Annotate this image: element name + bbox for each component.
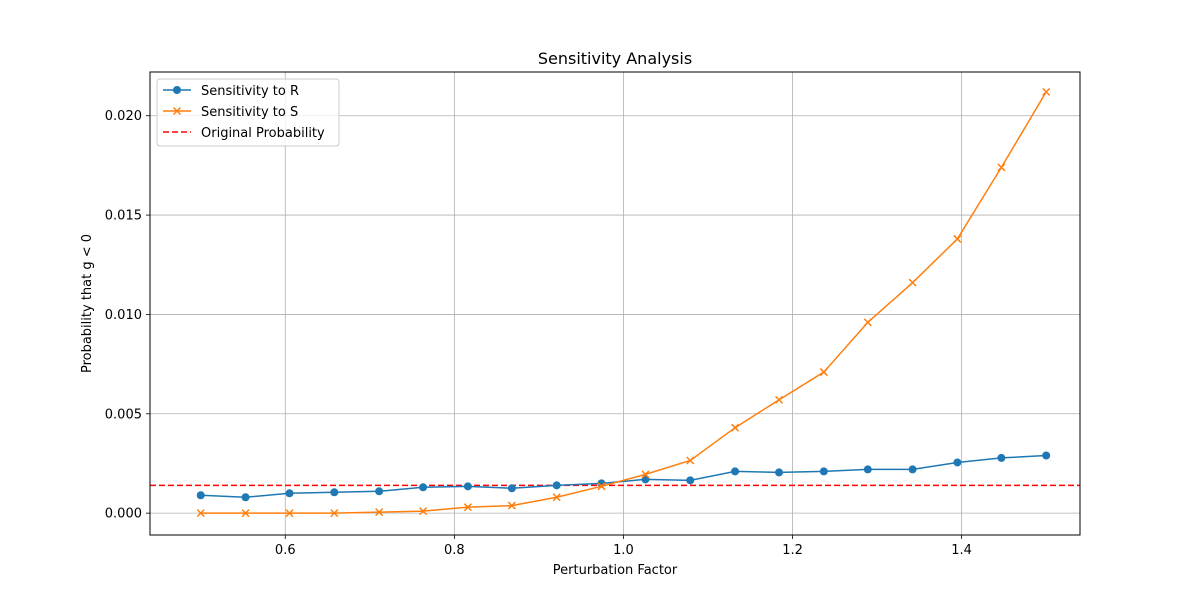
legend-label-original: Original Probability — [201, 126, 325, 141]
data-point — [330, 488, 339, 497]
legend-entry-r: Sensitivity to R — [163, 84, 299, 99]
y-tick-label: 0.020 — [105, 109, 142, 124]
y-tick-label: 0.005 — [105, 407, 142, 422]
data-point — [1042, 451, 1051, 460]
data-point — [552, 493, 561, 502]
data-point — [953, 234, 962, 243]
y-tick-label: 0.010 — [105, 308, 142, 323]
data-point — [997, 453, 1006, 462]
series-line — [200, 91, 1047, 514]
chart-title: Sensitivity Analysis — [538, 49, 692, 68]
data-point — [908, 278, 917, 287]
plot-frame — [149, 71, 1081, 536]
legend-label-r: Sensitivity to R — [201, 84, 299, 99]
data-point — [775, 468, 784, 477]
y-tick-label: 0.000 — [105, 507, 142, 522]
x-tick-label: 0.8 — [444, 543, 465, 558]
series-r — [196, 451, 1051, 502]
x-tick-label: 1.2 — [782, 543, 803, 558]
data-point — [908, 465, 917, 474]
data-point — [731, 423, 740, 432]
data-point — [241, 493, 250, 502]
data-point — [419, 507, 428, 516]
series-line — [200, 454, 1047, 498]
legend-entry-s: Sensitivity to S — [163, 105, 298, 120]
data-point — [285, 489, 294, 498]
data-point — [241, 509, 250, 518]
data-point — [196, 491, 205, 500]
data-point — [774, 395, 784, 404]
data-point — [1042, 87, 1051, 96]
data-point — [863, 318, 872, 327]
data-point — [375, 508, 384, 517]
data-point — [507, 501, 516, 510]
grid — [150, 72, 1080, 535]
data-point — [463, 482, 472, 491]
data-point — [953, 458, 962, 467]
series-layer — [196, 87, 1051, 518]
data-point — [997, 163, 1006, 172]
ticks: 0.6 0.8 1.0 1.2 1.4 0.000 0.005 0.010 0.015 0.020 — [105, 109, 972, 558]
legend: Sensitivity to R Sensitivity to S Origin… — [156, 78, 340, 147]
data-point — [819, 368, 828, 377]
x-axis-label: Perturbation Factor — [553, 563, 678, 578]
data-point — [375, 487, 384, 496]
series-s — [196, 87, 1051, 518]
x-tick-label: 1.0 — [613, 543, 634, 558]
data-point — [419, 483, 428, 492]
data-point — [330, 509, 339, 518]
x-tick-label: 1.4 — [951, 543, 972, 558]
data-point — [686, 476, 695, 485]
legend-box — [156, 78, 340, 147]
data-point — [597, 482, 606, 491]
data-point — [552, 481, 561, 490]
data-point — [285, 509, 294, 518]
data-point — [641, 470, 650, 479]
legend-marker-r — [173, 86, 181, 94]
legend-entry-original: Original Probability — [163, 126, 325, 141]
legend-marker-s — [172, 106, 182, 116]
x-tick-label: 0.6 — [275, 543, 296, 558]
data-point — [863, 465, 872, 474]
data-point — [196, 509, 205, 518]
legend-label-s: Sensitivity to S — [201, 105, 298, 120]
y-tick-label: 0.015 — [105, 209, 142, 224]
y-axis-label: Probability that g < 0 — [80, 234, 95, 373]
data-point — [819, 467, 828, 476]
data-point — [686, 456, 695, 465]
data-point — [507, 484, 516, 493]
data-point — [463, 503, 472, 512]
data-point — [731, 467, 740, 476]
